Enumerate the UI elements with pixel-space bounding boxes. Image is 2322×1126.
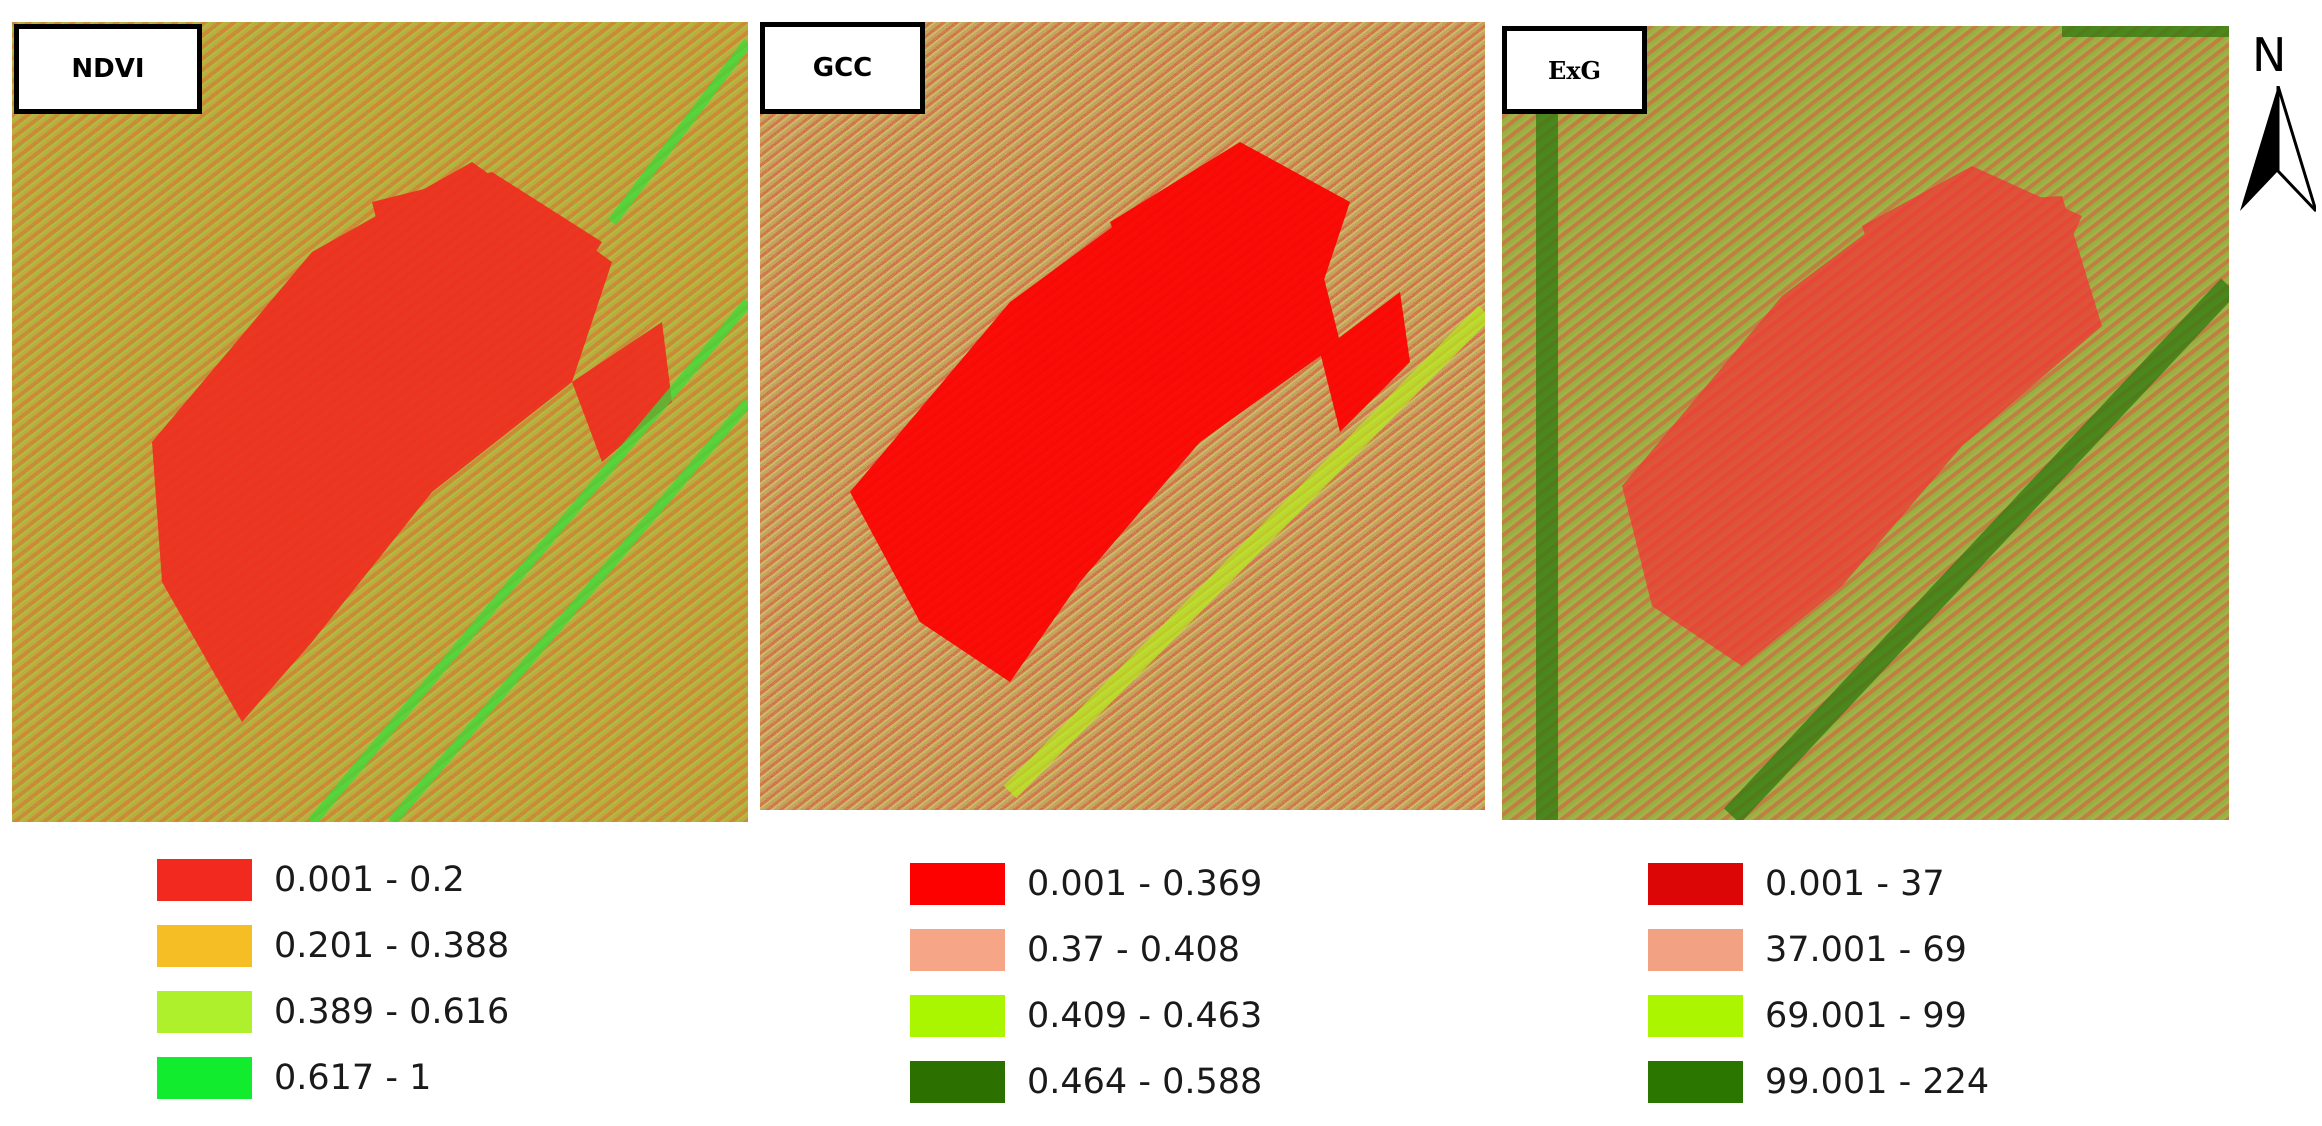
legend-swatch	[1648, 995, 1743, 1037]
gcc-legend: 0.001 - 0.369 0.37 - 0.408 0.409 - 0.463…	[910, 862, 1262, 1126]
legend-label: 0.389 - 0.616	[274, 992, 510, 1032]
legend-label: 37.001 - 69	[1765, 930, 1967, 970]
ndvi-title: NDVI	[71, 54, 145, 84]
gcc-raster	[760, 22, 1485, 810]
exg-legend-item: 0.001 - 37	[1648, 862, 1989, 906]
exg-legend-item: 99.001 - 224	[1648, 1060, 1989, 1104]
legend-label: 0.409 - 0.463	[1027, 996, 1263, 1036]
legend-label: 99.001 - 224	[1765, 1062, 1990, 1102]
ndvi-map-panel: NDVI	[12, 22, 748, 822]
exg-raster	[1502, 26, 2229, 820]
ndvi-legend-item: 0.001 - 0.2	[157, 858, 509, 902]
exg-map-panel: ExG	[1502, 26, 2229, 820]
legend-label: 0.617 - 1	[274, 1058, 432, 1098]
exg-legend: 0.001 - 37 37.001 - 69 69.001 - 99 99.00…	[1648, 862, 1989, 1126]
legend-label: 0.464 - 0.588	[1027, 1062, 1263, 1102]
ndvi-legend: 0.001 - 0.2 0.201 - 0.388 0.389 - 0.616 …	[157, 858, 509, 1122]
gcc-legend-item: 0.409 - 0.463	[910, 994, 1262, 1038]
exg-title-box: ExG	[1502, 26, 1647, 114]
legend-swatch	[1648, 863, 1743, 905]
legend-swatch	[910, 929, 1005, 971]
exg-title: ExG	[1547, 55, 1602, 85]
gcc-map-panel: GCC	[760, 22, 1485, 810]
legend-swatch	[910, 863, 1005, 905]
ndvi-legend-item: 0.389 - 0.616	[157, 990, 509, 1034]
legend-label: 0.001 - 37	[1765, 864, 1945, 904]
gcc-title: GCC	[812, 53, 873, 83]
exg-legend-item: 37.001 - 69	[1648, 928, 1989, 972]
legend-swatch	[1648, 929, 1743, 971]
north-label: N	[2252, 28, 2287, 82]
gcc-legend-item: 0.464 - 0.588	[910, 1060, 1262, 1104]
legend-swatch	[910, 1061, 1005, 1103]
legend-swatch	[157, 925, 252, 967]
legend-swatch	[910, 995, 1005, 1037]
gcc-title-box: GCC	[760, 22, 925, 114]
gcc-legend-item: 0.37 - 0.408	[910, 928, 1262, 972]
legend-label: 69.001 - 99	[1765, 996, 1967, 1036]
legend-swatch	[157, 991, 252, 1033]
north-arrow-icon	[2240, 86, 2316, 213]
ndvi-title-box: NDVI	[14, 24, 202, 114]
gcc-legend-item: 0.001 - 0.369	[910, 862, 1262, 906]
legend-swatch	[157, 859, 252, 901]
exg-legend-item: 69.001 - 99	[1648, 994, 1989, 1038]
ndvi-raster	[12, 22, 748, 822]
legend-label: 0.001 - 0.2	[274, 860, 465, 900]
legend-label: 0.001 - 0.369	[1027, 864, 1263, 904]
legend-label: 0.201 - 0.388	[274, 926, 510, 966]
legend-swatch	[1648, 1061, 1743, 1103]
legend-swatch	[157, 1057, 252, 1099]
north-arrow: N	[2240, 28, 2316, 218]
ndvi-legend-item: 0.201 - 0.388	[157, 924, 509, 968]
legend-label: 0.37 - 0.408	[1027, 930, 1241, 970]
ndvi-legend-item: 0.617 - 1	[157, 1056, 509, 1100]
